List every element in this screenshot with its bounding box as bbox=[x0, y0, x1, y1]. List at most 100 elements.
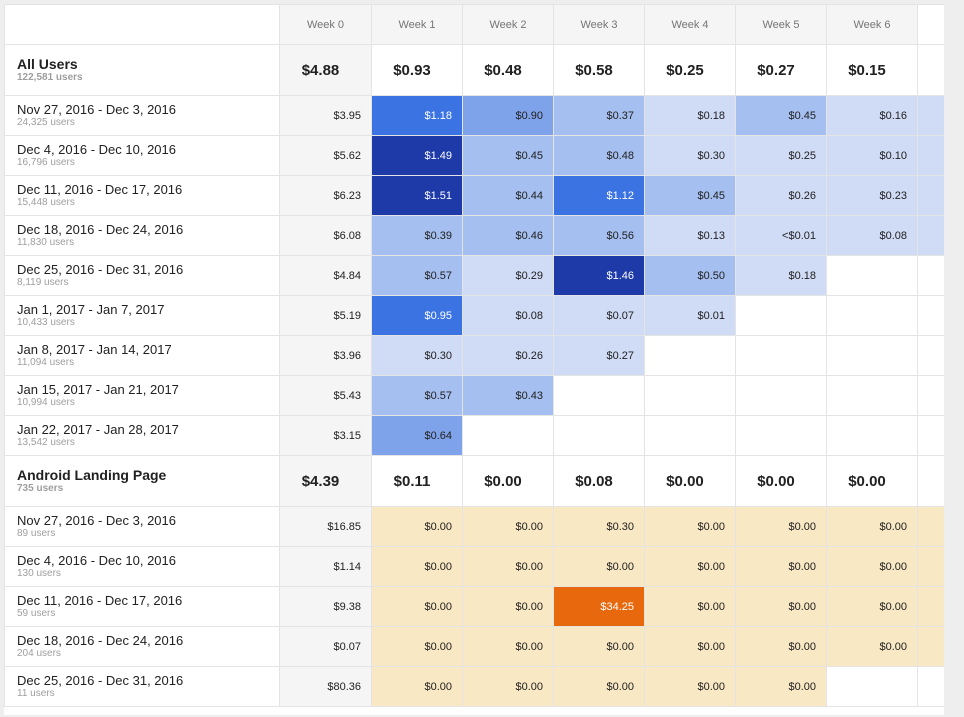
header-week-2[interactable]: Week 2 bbox=[462, 4, 554, 45]
cohort-cell-week-1[interactable]: $0.57 bbox=[371, 375, 463, 416]
cohort-cell-week-2[interactable]: $0.00 bbox=[462, 546, 554, 587]
cohort-cell-week-3[interactable]: $0.37 bbox=[553, 95, 645, 136]
cohort-cell-week-4[interactable]: $0.00 bbox=[644, 626, 736, 667]
cohort-cell-week-1[interactable]: $1.49 bbox=[371, 135, 463, 176]
cohort-cell-week-3[interactable]: $0.00 bbox=[553, 546, 645, 587]
cohort-label[interactable]: Jan 8, 2017 - Jan 14, 2017 11,094 users bbox=[4, 335, 280, 376]
cohort-cell-week-1[interactable]: $0.30 bbox=[371, 335, 463, 376]
cohort-cell-week-4[interactable]: $0.50 bbox=[644, 255, 736, 296]
cohort-label[interactable]: Dec 11, 2016 - Dec 17, 2016 15,448 users bbox=[4, 175, 280, 216]
cohort-cell-week-2[interactable]: $0.00 bbox=[462, 666, 554, 707]
cohort-label[interactable]: Jan 15, 2017 - Jan 21, 2017 10,994 users bbox=[4, 375, 280, 416]
cohort-cell-week-3[interactable]: $0.30 bbox=[553, 506, 645, 547]
cohort-label[interactable]: Dec 4, 2016 - Dec 10, 2016 16,796 users bbox=[4, 135, 280, 176]
cohort-cell-week-6[interactable]: $0.00 bbox=[826, 506, 918, 547]
header-week-4[interactable]: Week 4 bbox=[644, 4, 736, 45]
cohort-users: 10,994 users bbox=[17, 397, 75, 408]
row-trail bbox=[917, 375, 944, 416]
cohort-cell-week-1[interactable]: $0.00 bbox=[371, 626, 463, 667]
cohort-date-range: Jan 15, 2017 - Jan 21, 2017 bbox=[17, 382, 179, 397]
cohort-cell-week-5[interactable]: $0.00 bbox=[735, 626, 827, 667]
cohort-cell-week-1[interactable]: $1.18 bbox=[371, 95, 463, 136]
cohort-cell-week-3[interactable]: $0.27 bbox=[553, 335, 645, 376]
header-week-3[interactable]: Week 3 bbox=[553, 4, 645, 45]
cohort-cell-week-2[interactable]: $0.00 bbox=[462, 626, 554, 667]
cohort-label[interactable]: Dec 25, 2016 - Dec 31, 2016 11 users bbox=[4, 666, 280, 707]
cohort-label[interactable]: Nov 27, 2016 - Dec 3, 2016 24,325 users bbox=[4, 95, 280, 136]
cohort-cell-week-5[interactable]: $0.00 bbox=[735, 506, 827, 547]
cohort-cell-week-5[interactable]: <$0.01 bbox=[735, 215, 827, 256]
cohort-label[interactable]: Dec 25, 2016 - Dec 31, 2016 8,119 users bbox=[4, 255, 280, 296]
cohort-row: Jan 15, 2017 - Jan 21, 2017 10,994 users $… bbox=[4, 375, 944, 416]
cohort-cell-week-2[interactable]: $0.45 bbox=[462, 135, 554, 176]
cohort-cell-week-4[interactable]: $0.45 bbox=[644, 175, 736, 216]
cohort-cell-week-4[interactable]: $0.13 bbox=[644, 215, 736, 256]
cohort-cell-week-6 bbox=[826, 295, 918, 336]
cohort-label[interactable]: Dec 11, 2016 - Dec 17, 2016 59 users bbox=[4, 586, 280, 627]
cohort-label[interactable]: Dec 18, 2016 - Dec 24, 2016 11,830 users bbox=[4, 215, 280, 256]
cohort-cell-week-5[interactable]: $0.00 bbox=[735, 546, 827, 587]
cohort-cell-week-4[interactable]: $0.00 bbox=[644, 506, 736, 547]
segment-total-week-5: $0.00 bbox=[735, 455, 827, 507]
cohort-cell-week-6[interactable]: $0.00 bbox=[826, 626, 918, 667]
cohort-cell-week-3[interactable]: $0.07 bbox=[553, 295, 645, 336]
cohort-cell-week-1[interactable]: $0.64 bbox=[371, 415, 463, 456]
cohort-cell-week-3[interactable]: $1.46 bbox=[553, 255, 645, 296]
cohort-cell-week-2[interactable]: $0.00 bbox=[462, 506, 554, 547]
cohort-cell-week-2[interactable]: $0.43 bbox=[462, 375, 554, 416]
cohort-cell-week-3[interactable]: $0.00 bbox=[553, 626, 645, 667]
cohort-cell-week-5[interactable]: $0.25 bbox=[735, 135, 827, 176]
header-week-5[interactable]: Week 5 bbox=[735, 4, 827, 45]
cohort-cell-week-2[interactable]: $0.08 bbox=[462, 295, 554, 336]
segment-label[interactable]: All Users 122,581 users bbox=[4, 44, 280, 96]
cohort-cell-week-6[interactable]: $0.10 bbox=[826, 135, 918, 176]
header-week-6[interactable]: Week 6 bbox=[826, 4, 918, 45]
cohort-cell-week-3[interactable]: $0.00 bbox=[553, 666, 645, 707]
cohort-cell-week-1[interactable]: $1.51 bbox=[371, 175, 463, 216]
cohort-cell-week-2[interactable]: $0.46 bbox=[462, 215, 554, 256]
cohort-cell-week-4[interactable]: $0.00 bbox=[644, 586, 736, 627]
cohort-cell-week-1[interactable]: $0.39 bbox=[371, 215, 463, 256]
cohort-cell-week-6[interactable]: $0.08 bbox=[826, 215, 918, 256]
cohort-cell-week-3[interactable]: $1.12 bbox=[553, 175, 645, 216]
cohort-cell-week-5[interactable]: $0.00 bbox=[735, 586, 827, 627]
cohort-cell-week-3[interactable]: $0.56 bbox=[553, 215, 645, 256]
cohort-cell-week-2[interactable]: $0.00 bbox=[462, 586, 554, 627]
cohort-cell-week-2[interactable]: $0.90 bbox=[462, 95, 554, 136]
header-week-0[interactable]: Week 0 bbox=[279, 4, 372, 45]
cohort-cell-week-4[interactable]: $0.00 bbox=[644, 666, 736, 707]
segment-total-week-1: $0.93 bbox=[371, 44, 463, 96]
cohort-cell-week-1[interactable]: $0.95 bbox=[371, 295, 463, 336]
segment-label[interactable]: Android Landing Page 735 users bbox=[4, 455, 280, 507]
cohort-cell-week-1[interactable]: $0.00 bbox=[371, 506, 463, 547]
cohort-cell-week-4[interactable]: $0.00 bbox=[644, 546, 736, 587]
cohort-cell-week-1[interactable]: $0.57 bbox=[371, 255, 463, 296]
cohort-label[interactable]: Dec 4, 2016 - Dec 10, 2016 130 users bbox=[4, 546, 280, 587]
cohort-cell-week-6[interactable]: $0.16 bbox=[826, 95, 918, 136]
cohort-cell-week-4[interactable]: $0.30 bbox=[644, 135, 736, 176]
cohort-cell-week-6[interactable]: $0.00 bbox=[826, 586, 918, 627]
cohort-cell-week-2[interactable]: $0.44 bbox=[462, 175, 554, 216]
cohort-label[interactable]: Nov 27, 2016 - Dec 3, 2016 89 users bbox=[4, 506, 280, 547]
cohort-cell-week-1[interactable]: $0.00 bbox=[371, 546, 463, 587]
cohort-cell-week-2[interactable]: $0.26 bbox=[462, 335, 554, 376]
cohort-cell-week-3[interactable]: $34.25 bbox=[553, 586, 645, 627]
cohort-cell-week-5[interactable]: $0.18 bbox=[735, 255, 827, 296]
cohort-cell-week-5[interactable]: $0.26 bbox=[735, 175, 827, 216]
cohort-cell-week-1[interactable]: $0.00 bbox=[371, 666, 463, 707]
cohort-label[interactable]: Jan 22, 2017 - Jan 28, 2017 13,542 users bbox=[4, 415, 280, 456]
cohort-cell-week-6[interactable]: $0.00 bbox=[826, 546, 918, 587]
header-week-1[interactable]: Week 1 bbox=[371, 4, 463, 45]
cohort-cell-week-4[interactable]: $0.01 bbox=[644, 295, 736, 336]
cohort-label[interactable]: Jan 1, 2017 - Jan 7, 2017 10,433 users bbox=[4, 295, 280, 336]
cohort-cell-week-5[interactable]: $0.45 bbox=[735, 95, 827, 136]
cohort-cell-week-4 bbox=[644, 335, 736, 376]
cohort-cell-week-3[interactable]: $0.48 bbox=[553, 135, 645, 176]
cohort-cell-week-2[interactable]: $0.29 bbox=[462, 255, 554, 296]
cohort-label[interactable]: Dec 18, 2016 - Dec 24, 2016 204 users bbox=[4, 626, 280, 667]
cohort-cell-week-5[interactable]: $0.00 bbox=[735, 666, 827, 707]
cohort-cell-week-6[interactable]: $0.23 bbox=[826, 175, 918, 216]
cohort-cell-week-3 bbox=[553, 375, 645, 416]
cohort-cell-week-4[interactable]: $0.18 bbox=[644, 95, 736, 136]
cohort-cell-week-1[interactable]: $0.00 bbox=[371, 586, 463, 627]
